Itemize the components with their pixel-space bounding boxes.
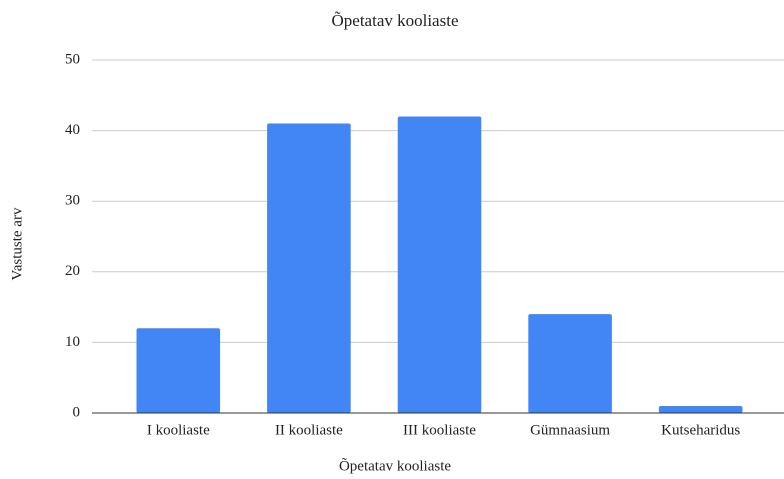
y-tick-label: 10 [65,334,80,350]
bar [267,123,351,413]
bar [528,314,612,413]
x-tick-label: III kooliaste [403,422,476,438]
y-tick-label: 20 [65,263,80,279]
bar [658,405,743,413]
x-tick-label: II kooliaste [275,422,343,438]
bar [397,116,482,413]
x-axis-label: Õpetatav kooliaste [339,457,451,474]
chart-title: Õpetatav kooliaste [332,11,459,30]
bar [136,328,221,413]
y-tick-label: 40 [65,122,80,138]
x-tick-label: Gümnaasium [530,422,610,438]
y-tick-label: 50 [65,51,80,67]
y-tick-label: 30 [65,193,80,209]
y-tick-label: 0 [73,404,81,420]
x-tick-label: I kooliaste [147,422,210,438]
y-axis-label: Vastuste arv [9,207,25,280]
x-tick-label: Kutseharidus [661,422,740,438]
